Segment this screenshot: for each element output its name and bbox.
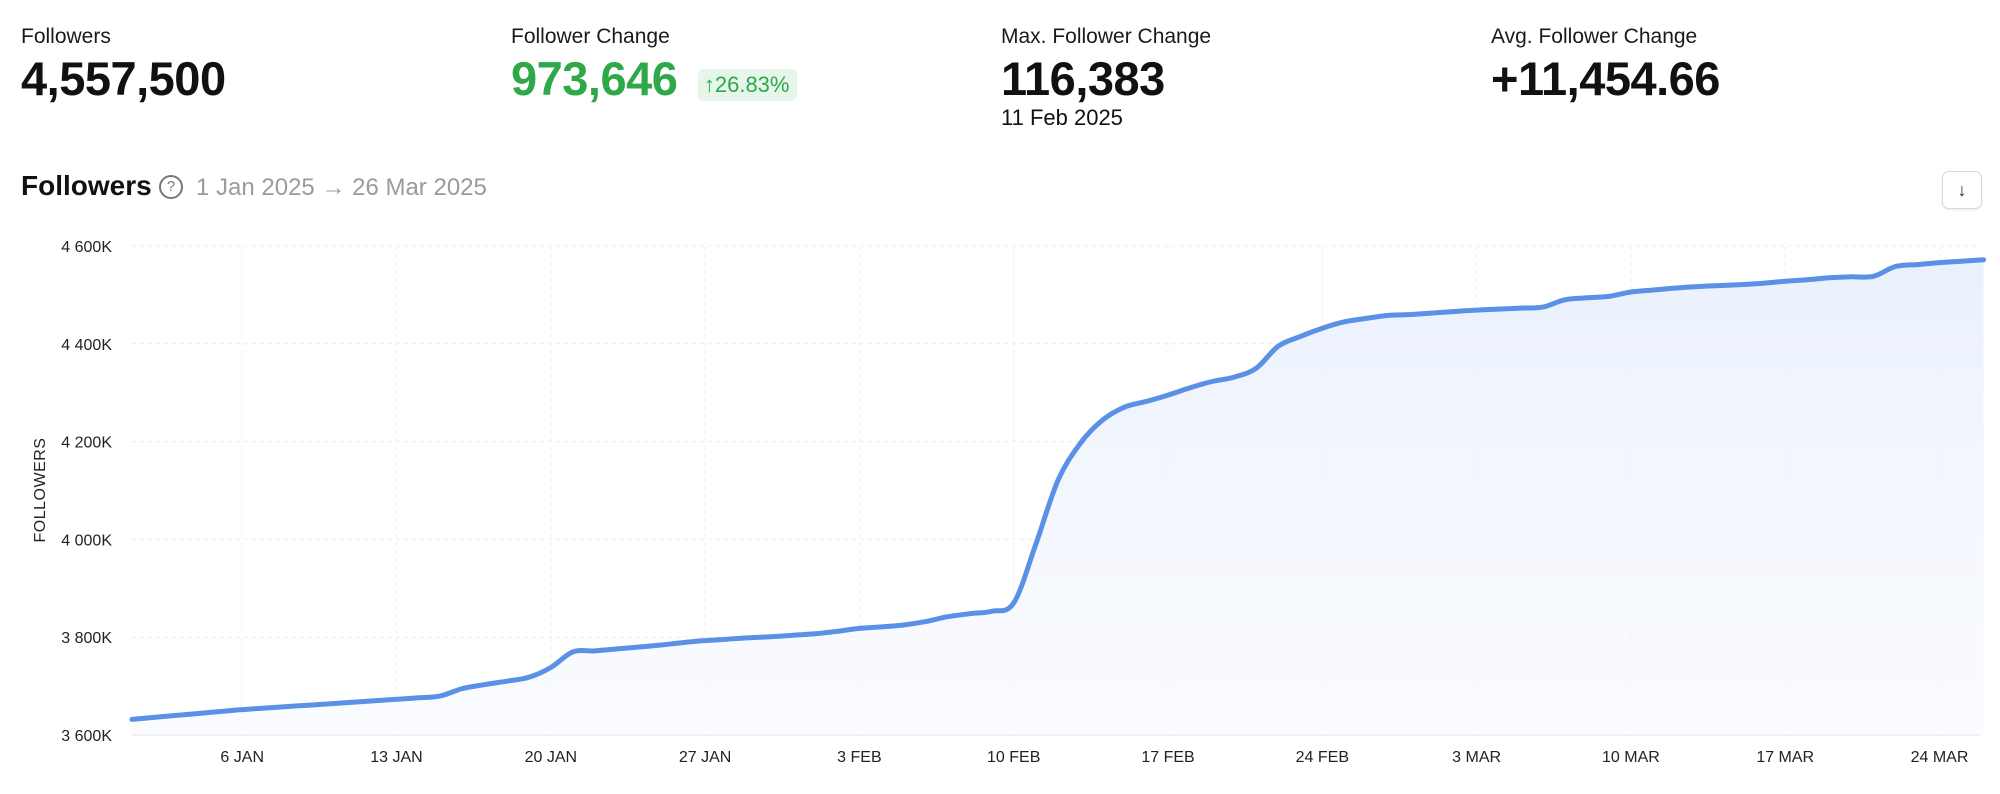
x-tick-label: 20 JAN [525, 749, 577, 766]
x-tick-label: 17 MAR [1756, 749, 1814, 766]
x-tick-label: 17 FEB [1141, 749, 1194, 766]
stat-avg-change-label: Avg. Follower Change [1491, 25, 1698, 48]
stat-followers: Followers 4,557,500 [21, 22, 226, 106]
y-tick-label: 4 200K [61, 435, 112, 452]
x-tick-label: 10 MAR [1602, 749, 1660, 766]
stat-max-change-date: 11 Feb 2025 [1001, 105, 1123, 130]
y-tick-label: 4 400K [61, 337, 112, 354]
series-area [132, 259, 1984, 735]
y-tick-label: 4 600K [61, 239, 112, 256]
stat-follower-change-value: 973,646 [511, 52, 678, 105]
x-tick-label: 3 FEB [837, 749, 881, 766]
y-tick-label: 4 000K [61, 532, 112, 549]
stat-followers-value: 4,557,500 [21, 52, 226, 105]
stat-max-change: Max. Follower Change 116,383 11 Feb 2025 [1001, 22, 1211, 132]
y-tick-label: 3 600K [61, 728, 112, 745]
percent-change-value: 26.83% [714, 71, 790, 97]
stat-avg-change-value: +11,454.66 [1491, 52, 1720, 105]
percent-change-badge: ↑26.83% [697, 68, 798, 101]
date-range: 1 Jan 2025 → 26 Mar 2025 [196, 174, 487, 201]
x-tick-label: 24 FEB [1296, 749, 1349, 766]
x-tick-label: 27 JAN [679, 749, 731, 766]
x-tick-label: 10 FEB [987, 749, 1040, 766]
stat-max-change-value: 116,383 [1001, 52, 1165, 105]
series-line [129, 257, 1987, 722]
y-axis-title: FOLLOWERS [32, 438, 49, 543]
stat-max-change-label: Max. Follower Change [1001, 25, 1212, 48]
section-title: Followers [21, 170, 152, 201]
y-tick-label: 3 800K [61, 630, 112, 647]
y-axis-ticks: 3 600K 3 800K 4 000K 4 200K 4 400K 4 600K [61, 239, 112, 745]
stat-follower-change-label: Follower Change [511, 25, 670, 48]
stat-avg-change: Avg. Follower Change +11,454.66 [1491, 22, 1720, 106]
arrow-down-icon: ↓ [1957, 180, 1967, 200]
x-axis-ticks: 6 JAN 13 JAN 20 JAN 27 JAN 3 FEB 10 FEB 17 FEB… [220, 749, 1968, 766]
followers-chart: 3 600K 3 800K 4 000K 4 200K 4 400K 4 600K 6 J… [32, 239, 1987, 766]
stat-follower-change: Follower Change 973,646 ↑26.83% [511, 22, 798, 107]
x-tick-label: 3 MAR [1452, 749, 1501, 766]
question-circle-icon[interactable]: ? [159, 175, 183, 199]
x-tick-label: 24 MAR [1911, 749, 1969, 766]
stat-followers-label: Followers [21, 25, 111, 48]
x-tick-label: 6 JAN [220, 749, 264, 766]
arrow-up-icon: ↑ [703, 71, 715, 97]
x-tick-label: 13 JAN [370, 749, 422, 766]
download-button[interactable]: ↓ [1942, 171, 1982, 209]
